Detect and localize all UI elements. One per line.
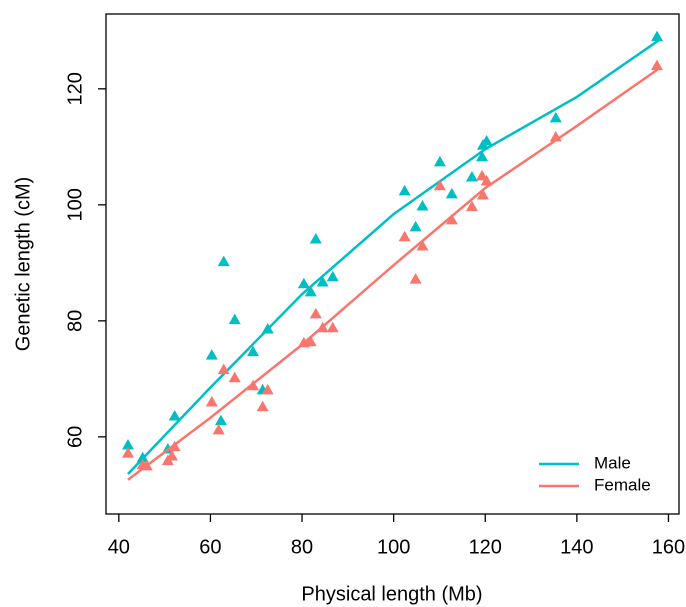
point xyxy=(416,240,429,251)
x-tick-label: 40 xyxy=(108,536,130,558)
fit-line xyxy=(127,37,662,475)
point xyxy=(228,313,241,325)
point xyxy=(247,379,260,391)
x-tick-label: 100 xyxy=(377,536,410,558)
point xyxy=(217,255,230,267)
legend-label: Female xyxy=(594,475,651,494)
point xyxy=(316,275,329,287)
y-tick-label: 100 xyxy=(64,188,86,221)
point xyxy=(205,349,218,360)
y-tick-label: 80 xyxy=(64,310,86,332)
point xyxy=(476,150,489,162)
fit-line xyxy=(127,66,662,481)
point xyxy=(433,155,446,167)
point xyxy=(398,184,411,196)
point xyxy=(476,169,489,181)
point xyxy=(416,199,429,211)
point xyxy=(309,307,322,319)
plot-frame xyxy=(105,13,680,515)
point xyxy=(165,449,178,461)
point xyxy=(409,220,422,232)
point xyxy=(480,135,493,146)
x-axis-label: Physical length (Mb) xyxy=(301,583,482,605)
point xyxy=(549,111,562,123)
point xyxy=(214,414,227,426)
point xyxy=(409,273,422,284)
point xyxy=(217,363,230,375)
point xyxy=(304,335,317,347)
point xyxy=(480,175,493,186)
point xyxy=(297,277,310,289)
point xyxy=(445,213,458,225)
y-axis-label: Genetic length (cM) xyxy=(12,177,34,352)
point xyxy=(228,371,241,383)
point xyxy=(651,30,664,42)
point xyxy=(465,170,478,182)
x-tick-label: 60 xyxy=(199,536,221,558)
point xyxy=(247,345,260,357)
point xyxy=(326,321,339,333)
point xyxy=(136,451,149,463)
point xyxy=(465,200,478,212)
point xyxy=(549,130,562,142)
point xyxy=(256,400,269,412)
x-tick-label: 160 xyxy=(652,536,685,558)
x-tick-label: 140 xyxy=(560,536,593,558)
point xyxy=(476,188,489,200)
y-tick-label: 120 xyxy=(64,72,86,105)
point xyxy=(326,270,339,282)
point xyxy=(309,233,322,244)
point xyxy=(121,438,134,450)
point xyxy=(398,230,411,242)
point xyxy=(212,423,225,435)
point xyxy=(205,396,218,407)
x-tick-label: 80 xyxy=(291,536,313,558)
point xyxy=(261,322,274,334)
point xyxy=(651,59,664,71)
point xyxy=(316,321,329,333)
point xyxy=(445,187,458,199)
point xyxy=(261,383,274,395)
point xyxy=(168,409,181,421)
point xyxy=(433,179,446,191)
point xyxy=(121,447,134,458)
legend-label: Male xyxy=(594,453,631,472)
point xyxy=(304,285,317,297)
y-tick-label: 60 xyxy=(64,426,86,448)
point xyxy=(168,440,181,452)
x-tick-label: 120 xyxy=(469,536,502,558)
point xyxy=(140,459,153,471)
